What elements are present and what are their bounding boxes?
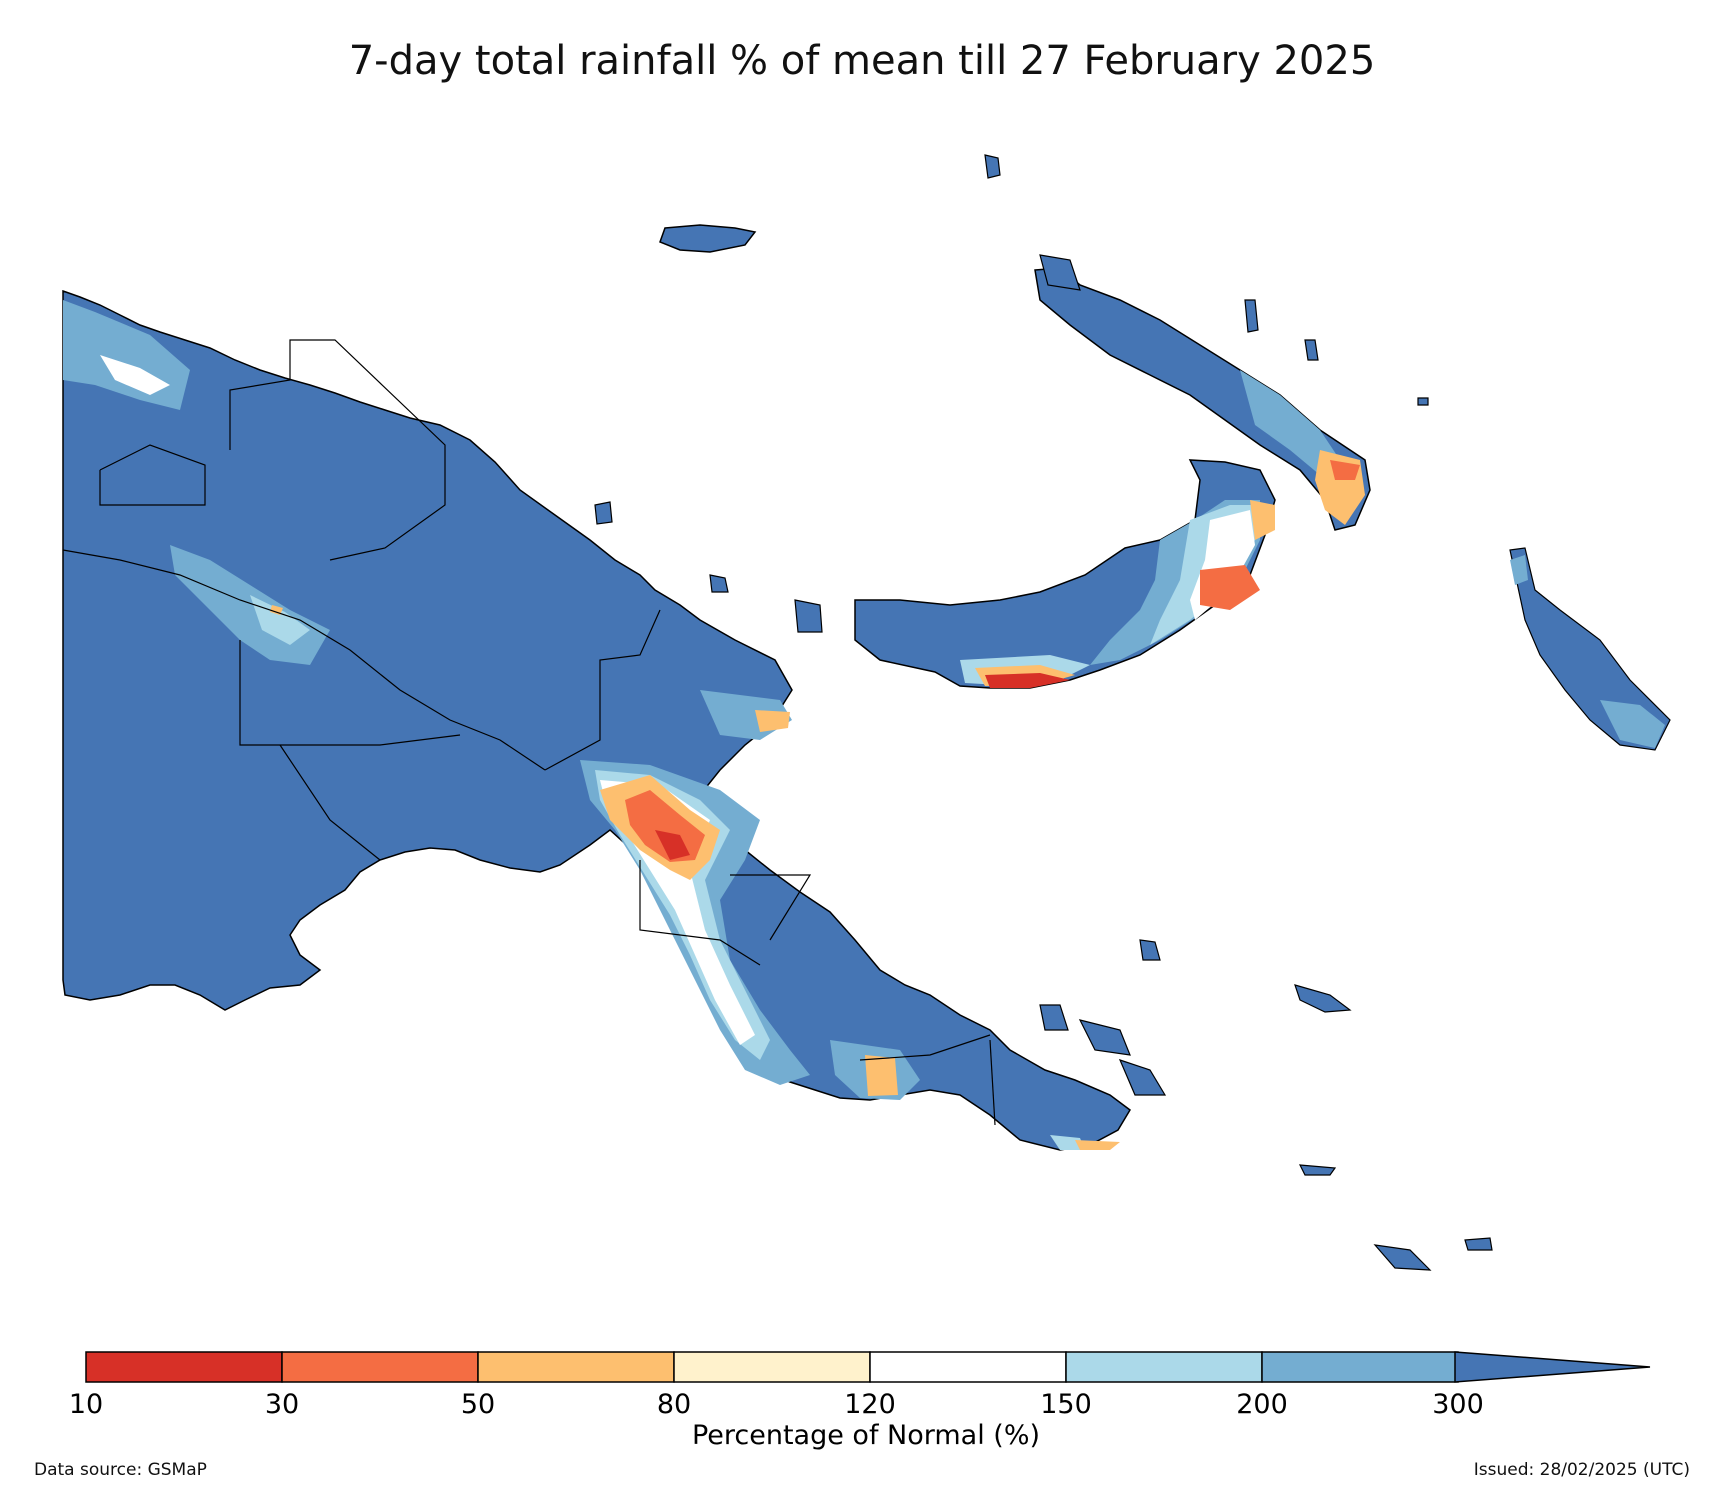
colorbar-bin-80-120 [673, 1351, 871, 1383]
data-source-note: Data source: GSMaP [34, 1460, 207, 1480]
new-britain [854, 459, 1276, 689]
colorbar-bin-120-150 [869, 1351, 1067, 1383]
colorbar-ticks: 10 30 50 80 120 150 200 300 [69, 1389, 1484, 1420]
colorbar-tick-label: 30 [265, 1389, 299, 1420]
colorbar-bin-150-200 [1065, 1351, 1263, 1383]
colorbar-bin-10-30 [85, 1351, 283, 1383]
colorbar-label: Percentage of Normal (%) [692, 1420, 1040, 1451]
mainland-land [62, 289, 1131, 1151]
issued-date: Issued: 28/02/2025 (UTC) [1473, 1460, 1690, 1480]
anomaly-patches [63, 300, 1120, 1150]
colorbar-tick-label: 10 [69, 1389, 103, 1420]
colorbar-bin-50-80 [477, 1351, 675, 1383]
colorbar-tick-label: 300 [1432, 1389, 1484, 1420]
new-ireland [1034, 267, 1371, 531]
page-title: 7-day total rainfall % of mean till 27 F… [348, 38, 1376, 84]
colorbar-tick-label: 120 [844, 1389, 896, 1420]
manus-island [659, 224, 757, 253]
colorbar-tick-label: 80 [657, 1389, 691, 1420]
mainland [62, 289, 1131, 1151]
colorbar-tick-label: 150 [1040, 1389, 1092, 1420]
colorbar-bin-200-300 [1261, 1351, 1459, 1383]
colorbar-swatches [85, 1351, 1459, 1383]
colorbar-tick-label: 200 [1236, 1389, 1288, 1420]
bougainville-shading [1510, 555, 1665, 748]
colorbar-extend-arrow [1454, 1351, 1651, 1383]
small-islands [594, 154, 1671, 1271]
province-boundaries [62, 339, 996, 1126]
colorbar-tick-label: 50 [461, 1389, 495, 1420]
colorbar-bin-30-50 [281, 1351, 479, 1383]
